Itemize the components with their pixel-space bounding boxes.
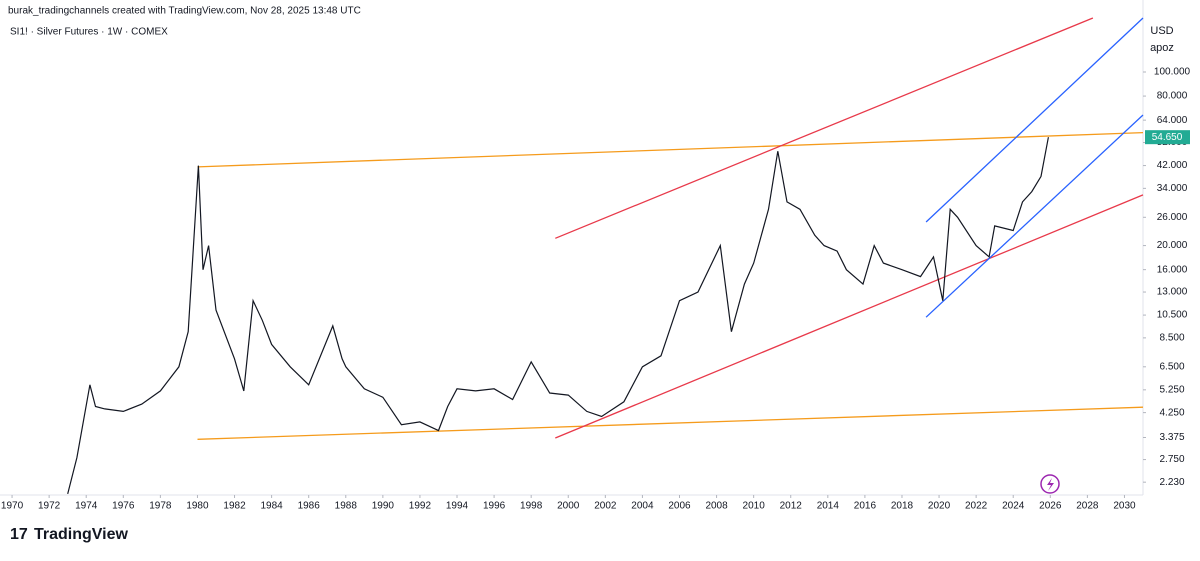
price-line (67, 137, 1049, 495)
scale-label: apoz (1150, 42, 1174, 54)
y-tick-label: 26.000 (1157, 212, 1188, 223)
x-tick-label: 1984 (260, 501, 283, 512)
x-tick-label: 2010 (743, 501, 766, 512)
x-tick-label: 2004 (631, 501, 654, 512)
trendline (925, 114, 1144, 318)
x-tick-label: 2006 (668, 501, 691, 512)
x-tick-label: 2000 (557, 501, 580, 512)
trendline (925, 17, 1144, 223)
x-tick-label: 2018 (891, 501, 914, 512)
trendline (197, 406, 1144, 440)
y-tick-label: 2.750 (1159, 454, 1184, 465)
x-tick-label: 1972 (38, 501, 61, 512)
x-tick-label: 1998 (520, 501, 543, 512)
x-tick-label: 1976 (112, 501, 135, 512)
y-tick-label: 5.250 (1159, 384, 1184, 395)
x-tick-label: 2028 (1076, 501, 1099, 512)
y-tick-label: 42.000 (1157, 160, 1188, 171)
trendline (555, 17, 1094, 239)
x-tick-label: 2012 (780, 501, 803, 512)
trendline (555, 194, 1144, 439)
x-tick-label: 1994 (446, 501, 469, 512)
header: burak_tradingchannels created with Tradi… (8, 6, 361, 17)
x-tick-label: 1986 (298, 501, 321, 512)
x-tick-label: 2020 (928, 501, 951, 512)
x-tick-label: 1980 (186, 501, 209, 512)
x-tick-label: 2024 (1002, 501, 1025, 512)
x-tick-label: 2026 (1039, 501, 1062, 512)
x-tick-label: 2014 (817, 501, 840, 512)
x-tick-label: 1978 (149, 501, 172, 512)
y-tick-label: 6.500 (1159, 361, 1184, 372)
x-tick-label: 2002 (594, 501, 617, 512)
y-tick-label: 10.500 (1157, 310, 1188, 321)
y-tick-label: 64.000 (1157, 115, 1188, 126)
y-tick-label: 4.250 (1159, 407, 1184, 418)
y-tick-label: 100.000 (1154, 67, 1191, 78)
y-tick-label: 2.230 (1159, 477, 1184, 488)
y-tick-label: 3.375 (1159, 432, 1184, 443)
x-tick-label: 1974 (75, 501, 98, 512)
x-tick-label: 1988 (335, 501, 358, 512)
x-tick-label: 1990 (372, 501, 395, 512)
last-price-box (1145, 130, 1190, 145)
trendline (197, 131, 1144, 168)
last-price-label: 54.650 (1152, 132, 1183, 143)
footer: TradingView (34, 526, 129, 543)
y-tick-label: 13.000 (1157, 287, 1188, 298)
x-tick-label: 1982 (223, 501, 246, 512)
x-tick-label: 1992 (409, 501, 432, 512)
chart-title: SI1! · Silver Futures · 1W · COMEX (10, 27, 168, 38)
event-bolt (1047, 478, 1054, 491)
y-tick-label: 20.000 (1157, 240, 1188, 251)
x-tick-label: 2030 (1113, 501, 1136, 512)
y-tick-label: 34.000 (1157, 183, 1188, 194)
y-tick-label: 8.500 (1159, 333, 1184, 344)
x-tick-label: 2016 (854, 501, 877, 512)
x-tick-label: 2022 (965, 501, 988, 512)
x-tick-label: 2008 (705, 501, 728, 512)
y-tick-label: 16.000 (1157, 264, 1188, 275)
x-tick-label: 1996 (483, 501, 506, 512)
logo-mark: 17 (10, 526, 28, 543)
currency: USD (1150, 25, 1173, 37)
x-tick-label: 1970 (1, 501, 24, 512)
y-tick-label: 80.000 (1157, 91, 1188, 102)
